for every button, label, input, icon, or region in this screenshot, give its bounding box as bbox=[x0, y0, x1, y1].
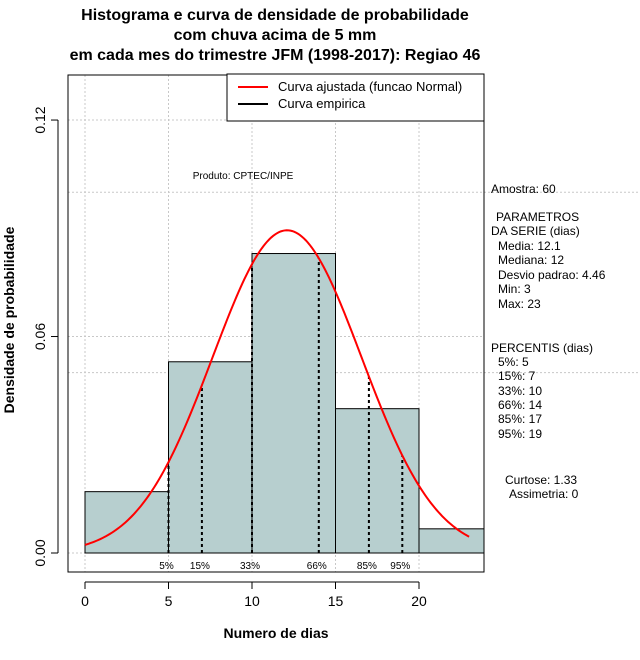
y-tick-label: 0.06 bbox=[32, 323, 48, 350]
x-tick-label: 20 bbox=[411, 593, 427, 609]
chart-title-line-2: com chuva acima de 5 mm bbox=[174, 27, 377, 44]
stat-mean: Media: 12.1 bbox=[498, 239, 561, 253]
normal-curve-layer bbox=[84, 229, 470, 546]
params-title-2: DA SERIE (dias) bbox=[491, 224, 580, 238]
histogram-bars bbox=[84, 253, 485, 554]
chart-title-line-1: Histograma e curva de densidade de proba… bbox=[81, 7, 469, 24]
percentile-label: 85% bbox=[357, 561, 377, 572]
histogram-bar bbox=[168, 361, 253, 554]
histogram-bar bbox=[335, 408, 420, 554]
legend-label-empirical: Curva empirica bbox=[278, 96, 366, 111]
x-tick-label: 15 bbox=[328, 593, 344, 609]
percentile-lines: 5% 15% 33% 66% 85% 95% bbox=[159, 258, 410, 572]
percentil-95: 95%: 19 bbox=[498, 427, 542, 441]
stats-panel: Amostra: 60 PARAMETROS DA SERIE (dias) M… bbox=[491, 182, 606, 501]
percentil-15: 15%: 7 bbox=[498, 369, 536, 383]
percentile-label: 33% bbox=[240, 561, 260, 572]
x-tick-label: 0 bbox=[81, 593, 89, 609]
legend-label-normal: Curva ajustada (funcao Normal) bbox=[278, 79, 462, 94]
percentil-66: 66%: 14 bbox=[498, 398, 542, 412]
y-axis-title: Densidade de probabilidade bbox=[1, 226, 17, 413]
axes: 0 5 10 15 20 0.00 0.06 0.12 bbox=[32, 106, 427, 609]
legend-box bbox=[226, 73, 485, 122]
stat-min: Min: 3 bbox=[498, 282, 531, 296]
y-tick-label: 0.12 bbox=[32, 106, 48, 133]
histogram-bar bbox=[418, 528, 485, 554]
histogram-bar bbox=[251, 253, 336, 554]
percentis-title: PERCENTIS (dias) bbox=[491, 341, 593, 355]
params-title-1: PARAMETROS bbox=[496, 210, 579, 224]
x-axis-title: Numero de dias bbox=[223, 625, 328, 641]
percentil-5: 5%: 5 bbox=[498, 355, 529, 369]
chart-title-line-3: em cada mes do trimestre JFM (1998-2017)… bbox=[70, 47, 481, 64]
percentile-label: 15% bbox=[190, 561, 210, 572]
percentil-85: 85%: 17 bbox=[498, 412, 542, 426]
y-tick-label: 0.00 bbox=[32, 539, 48, 566]
percentil-33: 33%: 10 bbox=[498, 384, 542, 398]
percentile-label: 66% bbox=[307, 561, 327, 572]
normal-curve bbox=[84, 229, 470, 546]
percentile-label: 5% bbox=[159, 561, 174, 572]
percentile-label: 95% bbox=[390, 561, 410, 572]
stat-median: Mediana: 12 bbox=[498, 253, 564, 267]
x-tick-label: 5 bbox=[165, 593, 173, 609]
stat-sd: Desvio padrao: 4.46 bbox=[498, 268, 606, 282]
stat-sample: Amostra: 60 bbox=[491, 182, 556, 196]
legend: Curva ajustada (funcao Normal) Curva emp… bbox=[226, 73, 485, 122]
stat-max: Max: 23 bbox=[498, 297, 541, 311]
stat-skewness: Assimetria: 0 bbox=[509, 487, 579, 501]
stat-kurtosis: Curtose: 1.33 bbox=[505, 473, 577, 487]
x-tick-label: 10 bbox=[244, 593, 260, 609]
product-label: Produto: CPTEC/INPE bbox=[193, 171, 294, 182]
